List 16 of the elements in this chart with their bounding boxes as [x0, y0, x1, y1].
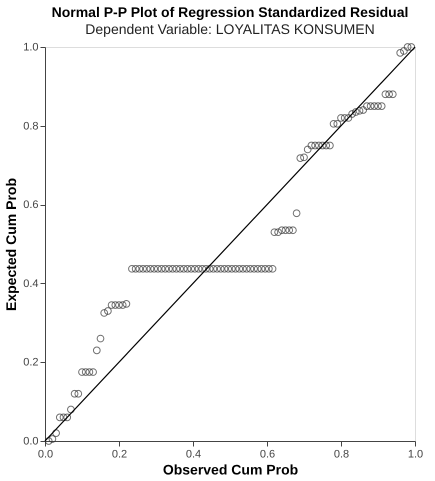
y-axis-title: Expected Cum Prob [3, 178, 20, 312]
y-tick-label: 0.6 [23, 199, 38, 212]
y-tick-label: 0.8 [23, 120, 38, 132]
x-tick-label: 0.4 [186, 448, 202, 460]
chart-subtitle: Dependent Variable: LOYALITAS KONSUMEN [85, 21, 375, 37]
x-tick-label: 1.0 [408, 448, 424, 460]
x-tick-label: 0.8 [334, 448, 350, 460]
x-tick-label: 0.0 [38, 448, 54, 460]
y-tick-label: 0.4 [23, 278, 38, 290]
y-tick-label: 1.0 [23, 42, 38, 54]
x-tick-label: 0.2 [112, 448, 128, 460]
x-axis-title: Observed Cum Prob [162, 462, 298, 478]
y-tick-label: 0.2 [23, 356, 38, 369]
chart-title: Normal P-P Plot of Regression Standardized Residual [52, 4, 408, 20]
x-tick-label: 0.6 [260, 448, 276, 460]
y-tick-label: 0.0 [23, 436, 38, 448]
